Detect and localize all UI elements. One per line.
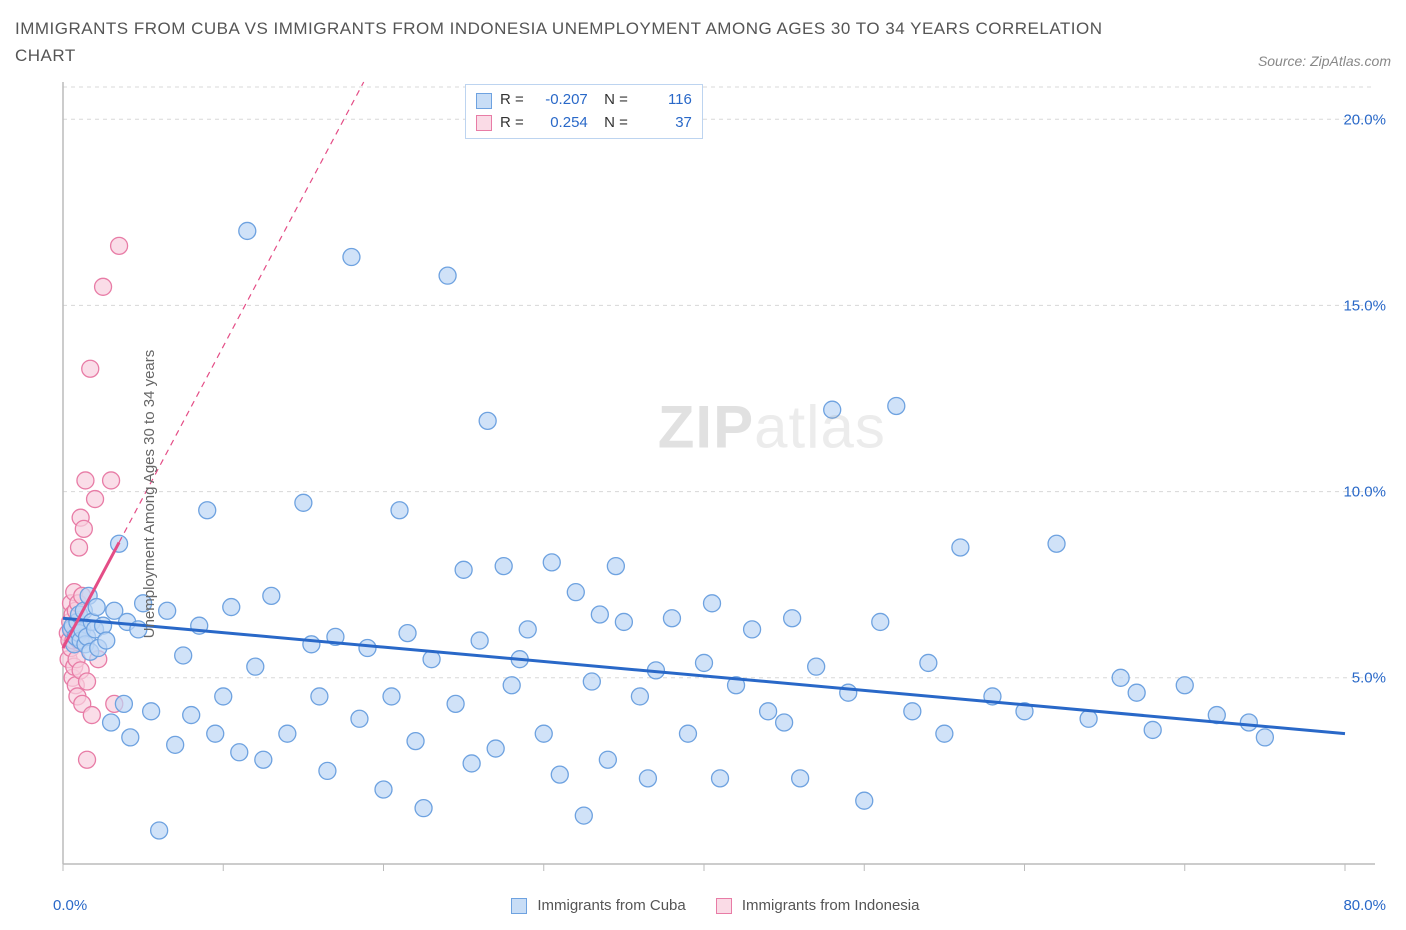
source-label: Source: ZipAtlas.com: [1258, 53, 1391, 69]
y-tick-label: 20.0%: [1343, 111, 1386, 128]
legend-swatch-indonesia: [716, 898, 732, 914]
scatter-plot: [15, 74, 1391, 914]
x-max-label: 80.0%: [1343, 897, 1386, 914]
stats-box: R =-0.207 N =116 R =0.254 N =37: [465, 84, 703, 139]
stat-row-indonesia: R =0.254 N =37: [476, 112, 692, 135]
bottom-legend: 0.0% Immigrants from Cuba Immigrants fro…: [15, 897, 1391, 914]
header: IMMIGRANTS FROM CUBA VS IMMIGRANTS FROM …: [15, 15, 1391, 69]
y-axis-label: Unemployment Among Ages 30 to 34 years: [141, 350, 158, 639]
y-tick-label: 10.0%: [1343, 483, 1386, 500]
chart-container: Unemployment Among Ages 30 to 34 years Z…: [15, 74, 1391, 914]
swatch-cuba: [476, 93, 492, 109]
legend-swatch-cuba: [511, 898, 527, 914]
y-tick-label: 15.0%: [1343, 297, 1386, 314]
x-min-label: 0.0%: [53, 897, 87, 914]
chart-title: IMMIGRANTS FROM CUBA VS IMMIGRANTS FROM …: [15, 15, 1115, 69]
legend-item-indonesia: Immigrants from Indonesia: [716, 897, 920, 914]
y-tick-label: 5.0%: [1352, 670, 1386, 687]
swatch-indonesia: [476, 115, 492, 131]
legend-item-cuba: Immigrants from Cuba: [511, 897, 686, 914]
stat-row-cuba: R =-0.207 N =116: [476, 89, 692, 112]
